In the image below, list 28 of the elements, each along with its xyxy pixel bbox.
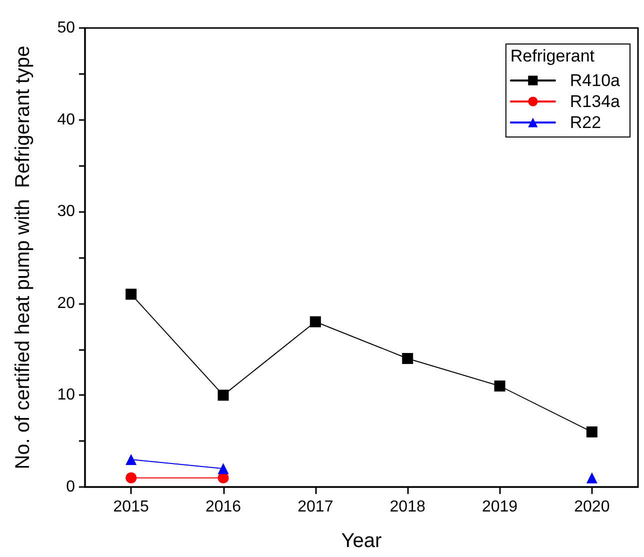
x-axis-title: Year bbox=[341, 530, 382, 552]
x-tick-label: 2018 bbox=[390, 498, 426, 516]
x-tick-label: 2017 bbox=[298, 498, 334, 516]
legend-label: R410a bbox=[570, 71, 621, 90]
point bbox=[126, 454, 137, 465]
y-tick-label: 30 bbox=[57, 203, 76, 220]
point bbox=[494, 380, 506, 392]
legend-label: R134a bbox=[570, 92, 621, 111]
point bbox=[218, 390, 229, 401]
point bbox=[586, 472, 598, 484]
x-tick-label: 2015 bbox=[113, 498, 149, 516]
x-tick-label: 2019 bbox=[482, 498, 518, 516]
y-tick-label: 20 bbox=[57, 294, 76, 312]
legend-label: R22 bbox=[570, 113, 602, 132]
x-tick-label: 2020 bbox=[574, 498, 610, 516]
point bbox=[126, 472, 137, 484]
y-tick-label: 0 bbox=[66, 478, 76, 496]
y-tick-label: 40 bbox=[57, 111, 76, 128]
y-tick-label: 50 bbox=[57, 20, 76, 36]
legend-title: Refrigerant bbox=[510, 46, 595, 66]
point bbox=[218, 463, 229, 474]
point bbox=[310, 316, 321, 328]
point bbox=[126, 288, 137, 300]
point bbox=[586, 426, 598, 438]
y-tick-label: 10 bbox=[57, 386, 76, 404]
point bbox=[402, 352, 414, 364]
y-axis-title: No. of certified heat pump with Refrigerant type bbox=[12, 46, 34, 470]
x-tick-label: 2016 bbox=[205, 498, 242, 516]
